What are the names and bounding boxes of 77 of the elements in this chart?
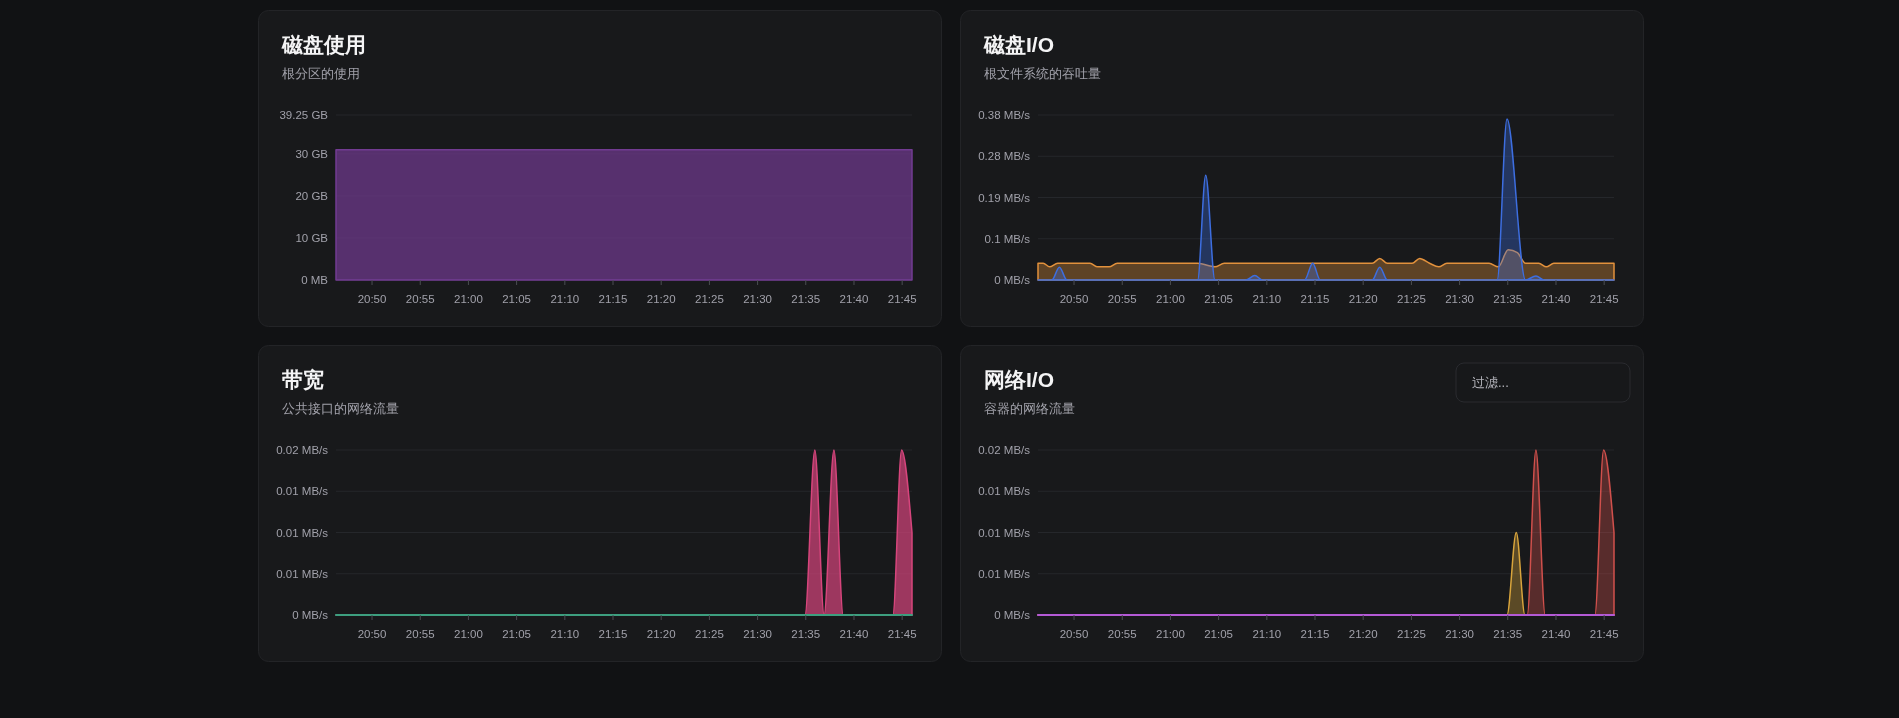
chart-title: 带宽	[282, 368, 324, 391]
y-tick-label: 0.02 MB/s	[978, 444, 1031, 457]
y-tick-label: 0.01 MB/s	[276, 526, 329, 539]
x-tick-label: 20:50	[1059, 628, 1089, 640]
y-tick-label: 0.19 MB/s	[978, 191, 1031, 204]
x-tick-label: 21:45	[1589, 293, 1619, 305]
x-tick-label: 21:00	[1156, 293, 1185, 305]
x-tick-label: 20:50	[1059, 293, 1089, 305]
x-tick-label: 21:20	[646, 293, 676, 305]
x-tick-label: 21:25	[695, 628, 724, 640]
x-tick-label: 21:10	[550, 293, 580, 305]
x-tick-label: 21:15	[1300, 628, 1330, 640]
y-tick-label: 0.28 MB/s	[978, 150, 1031, 163]
chart-title: 网络I/O	[984, 368, 1055, 391]
x-tick-label: 21:35	[791, 628, 821, 640]
y-tick-label: 0 MB/s	[994, 609, 1031, 622]
chart-subtitle: 根文件系统的吞吐量	[984, 67, 1101, 81]
y-tick-label: 0 MB	[301, 274, 329, 287]
x-tick-label: 21:45	[1589, 628, 1619, 640]
chart-title: 磁盘I/O	[983, 33, 1055, 56]
y-tick-label: 0.01 MB/s	[276, 485, 329, 498]
y-tick-label: 0.02 MB/s	[276, 444, 329, 457]
y-tick-label: 0.01 MB/s	[978, 567, 1031, 580]
x-tick-label: 21:45	[887, 293, 917, 305]
x-tick-label: 21:00	[454, 628, 483, 640]
x-tick-label: 20:55	[405, 628, 435, 640]
x-tick-label: 20:50	[357, 628, 387, 640]
x-tick-label: 21:35	[1493, 293, 1523, 305]
x-tick-label: 20:55	[1107, 628, 1137, 640]
x-tick-label: 21:15	[598, 293, 628, 305]
x-tick-label: 21:35	[791, 293, 821, 305]
y-tick-label: 30 GB	[295, 147, 329, 160]
x-tick-label: 21:05	[502, 628, 531, 640]
x-tick-label: 21:35	[1493, 628, 1523, 640]
y-tick-label: 0.1 MB/s	[984, 232, 1031, 245]
x-tick-label: 21:10	[1252, 293, 1282, 305]
y-tick-label: 0 MB/s	[994, 274, 1031, 287]
y-tick-label: 10 GB	[295, 231, 329, 244]
chart-subtitle: 根分区的使用	[282, 67, 360, 81]
y-tick-label: 39.25 GB	[279, 109, 329, 122]
x-tick-label: 21:30	[1445, 628, 1474, 640]
x-tick-label: 21:25	[1397, 628, 1426, 640]
x-tick-label: 21:00	[1156, 628, 1185, 640]
chart-subtitle: 公共接口的网络流量	[282, 401, 399, 416]
y-tick-label: 0 MB/s	[292, 609, 329, 622]
x-tick-label: 20:55	[405, 293, 435, 305]
x-tick-label: 21:10	[1252, 628, 1282, 640]
x-tick-label: 21:15	[598, 628, 628, 640]
chart-subtitle: 容器的网络流量	[984, 401, 1075, 416]
y-tick-label: 20 GB	[295, 189, 329, 202]
x-tick-label: 21:45	[887, 628, 917, 640]
x-tick-label: 21:20	[646, 628, 676, 640]
x-tick-label: 21:05	[1204, 293, 1233, 305]
x-tick-label: 20:50	[357, 293, 387, 305]
y-tick-label: 0.01 MB/s	[978, 485, 1031, 498]
x-tick-label: 21:10	[550, 628, 580, 640]
x-tick-label: 21:40	[1541, 628, 1571, 640]
x-tick-label: 21:00	[454, 293, 483, 305]
x-tick-label: 21:20	[1348, 628, 1378, 640]
y-tick-label: 0.38 MB/s	[978, 109, 1031, 122]
x-tick-label: 21:30	[743, 628, 772, 640]
filter-input: 过滤...	[1455, 362, 1631, 403]
x-tick-label: 21:20	[1348, 293, 1378, 305]
x-tick-label: 21:25	[1397, 293, 1426, 305]
x-tick-label: 21:15	[1300, 293, 1330, 305]
x-tick-label: 21:30	[1445, 293, 1474, 305]
y-tick-label: 0.01 MB/s	[276, 567, 329, 580]
x-tick-label: 21:05	[1204, 628, 1233, 640]
chart-title: 磁盘使用	[281, 33, 366, 56]
x-tick-label: 20:55	[1107, 293, 1137, 305]
x-tick-label: 21:25	[695, 293, 724, 305]
y-tick-label: 0.01 MB/s	[978, 526, 1031, 539]
x-tick-label: 21:40	[1541, 293, 1571, 305]
x-tick-label: 21:05	[502, 293, 531, 305]
x-tick-label: 21:30	[743, 293, 772, 305]
x-tick-label: 21:40	[839, 293, 869, 305]
x-tick-label: 21:40	[839, 628, 869, 640]
